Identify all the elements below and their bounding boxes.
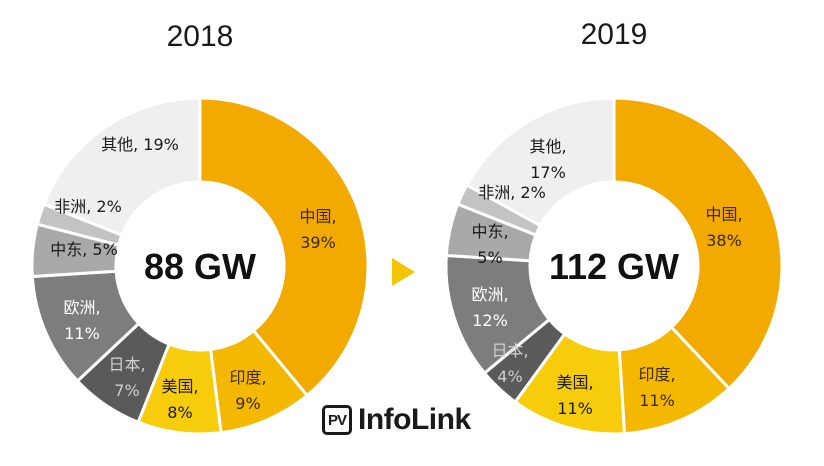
slice-label-2: 美国, 11%	[556, 373, 593, 418]
infolink-logo: PV InfoLink	[322, 400, 471, 440]
slice-2019-0	[612, 96, 784, 391]
slice-label-7: 其他, 19%	[101, 135, 179, 154]
slice-label-6: 非洲, 2%	[478, 183, 546, 202]
slice-label-2: 美国, 8%	[161, 377, 198, 422]
slice-label-7: 其他, 17%	[529, 137, 566, 182]
donut-2018: 88 GW 中国, 39% 印度, 9% 美国, 8% 日本, 7%欧洲, 11% 中东, 5% 非洲…	[30, 96, 370, 436]
slice-2018-7	[41, 96, 202, 238]
donut-2019: 112 GW 中国, 38% 印度, 11% 美国, 11% 日本, 4% 欧洲, 12% 中东, 5%…	[444, 96, 784, 436]
slice-label-4: 欧洲, 12%	[471, 285, 508, 330]
chart-title-2018: 2018	[166, 20, 234, 53]
logo-text: InfoLink	[358, 403, 471, 436]
slice-2018-0	[198, 96, 370, 398]
slice-label-5: 中东, 5%	[471, 222, 508, 267]
arrow-icon	[392, 258, 415, 286]
slice-label-3: 日本, 4%	[491, 341, 528, 386]
chart-title-2019: 2019	[580, 18, 648, 51]
center-total-label: 112 GW	[549, 246, 679, 287]
donut-hole	[117, 183, 283, 349]
slice-2019-7	[464, 96, 616, 228]
slice-label-1: 印度, 11%	[638, 365, 675, 410]
slice-label-6: 非洲, 2%	[54, 197, 122, 216]
slice-label-5: 中东, 5%	[50, 240, 118, 259]
slice-label-3: 日本, 7%	[108, 355, 145, 400]
donut-hole	[531, 183, 697, 349]
slice-label-1: 印度, 9%	[229, 368, 266, 413]
pv-badge-icon: PV	[322, 405, 352, 435]
center-total-label: 88 GW	[144, 246, 256, 287]
slice-label-0: 中国, 38%	[705, 205, 742, 250]
slice-label-0: 中国, 39%	[299, 207, 336, 252]
slice-label-4: 欧洲, 11%	[63, 298, 100, 343]
